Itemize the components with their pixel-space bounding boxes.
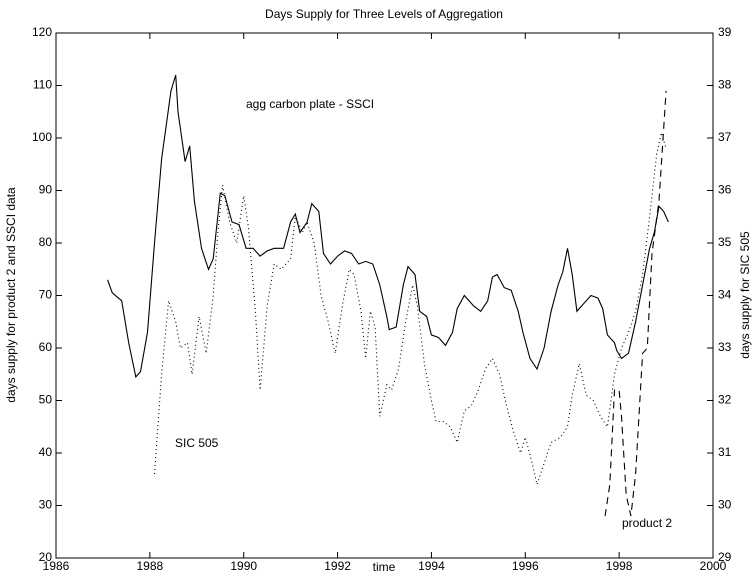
x-tick-label: 1990 bbox=[230, 559, 257, 573]
y-tick-label: 40 bbox=[39, 445, 53, 459]
y2-tick-label: 37 bbox=[718, 130, 732, 144]
plot-frame bbox=[55, 32, 714, 559]
y2-axis-label: days supply for SIC 505 bbox=[738, 231, 752, 359]
series-line bbox=[604, 90, 667, 517]
x-tick-label: 1992 bbox=[324, 559, 351, 573]
y2-tick-label: 30 bbox=[718, 498, 732, 512]
x-tick-label: 1994 bbox=[418, 559, 445, 573]
y2-tick-label: 34 bbox=[718, 288, 732, 302]
y-tick-label: 110 bbox=[33, 78, 52, 92]
x-tick-label: 2000 bbox=[700, 559, 727, 573]
x-axis-label: time bbox=[373, 560, 396, 574]
y2-tick-label: 38 bbox=[718, 78, 732, 92]
x-tick-label: 1988 bbox=[137, 559, 164, 573]
y-tick-label: 50 bbox=[39, 393, 53, 407]
series-label: SIC 505 bbox=[175, 436, 219, 450]
x-tick-label: 1998 bbox=[606, 559, 633, 573]
series-line bbox=[153, 130, 667, 487]
y2-tick-label: 39 bbox=[718, 25, 732, 39]
y-tick-label: 30 bbox=[39, 498, 53, 512]
series-label: product 2 bbox=[622, 516, 672, 530]
y-tick-label: 20 bbox=[39, 550, 53, 564]
y2-tick-label: 35 bbox=[718, 235, 732, 249]
y2-tick-label: 32 bbox=[718, 393, 732, 407]
y-tick-label: 120 bbox=[32, 25, 52, 39]
y-tick-label: 70 bbox=[39, 288, 53, 302]
y-tick-label: 60 bbox=[39, 340, 53, 354]
chart-title: Days Supply for Three Levels of Aggregat… bbox=[265, 7, 503, 21]
y2-tick-label: 33 bbox=[718, 340, 732, 354]
series-line bbox=[107, 74, 669, 379]
y2-tick-label: 31 bbox=[718, 445, 732, 459]
x-tick-label: 1996 bbox=[512, 559, 539, 573]
y-tick-label: 80 bbox=[39, 235, 53, 249]
y-tick-label: 90 bbox=[39, 183, 53, 197]
series-label: agg carbon plate - SSCI bbox=[246, 97, 374, 111]
y2-tick-label: 36 bbox=[718, 183, 732, 197]
y-axis-label: days supply for product 2 and SSCI data bbox=[4, 187, 18, 403]
y-tick-label: 100 bbox=[32, 130, 52, 144]
x-tick-label: 1986 bbox=[43, 559, 70, 573]
y2-tick-label: 29 bbox=[718, 550, 732, 564]
